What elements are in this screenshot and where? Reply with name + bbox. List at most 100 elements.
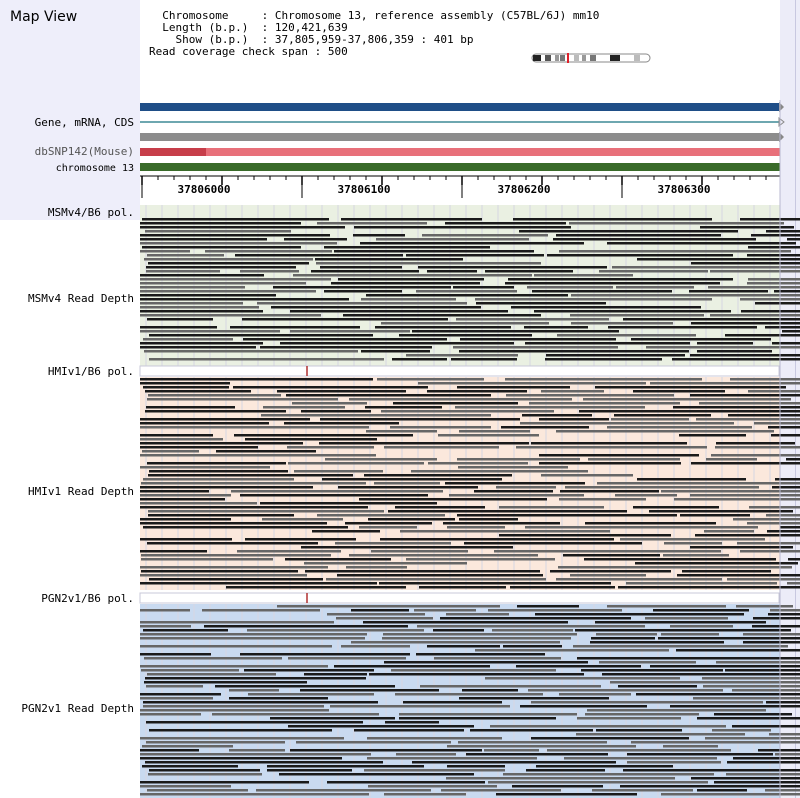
chromosome-value: Chromosome 13, reference assembly (C57BL… — [274, 9, 600, 22]
sequence-read — [292, 402, 367, 405]
sequence-read — [459, 518, 518, 521]
sequence-read — [142, 246, 301, 249]
sequence-read — [366, 294, 568, 297]
sequence-read — [708, 286, 800, 289]
sequence-read — [528, 689, 723, 692]
sequence-read — [149, 470, 288, 473]
sequence-read — [245, 538, 356, 541]
sequence-read — [614, 414, 711, 417]
gene-track-label: Gene, mRNA, CDS — [34, 116, 134, 129]
sequence-read — [286, 394, 491, 397]
sequence-read — [140, 330, 280, 333]
sequence-read — [607, 426, 752, 429]
sequence-read — [406, 254, 544, 257]
sequence-read — [414, 609, 476, 612]
sequence-read — [341, 218, 482, 221]
sequence-read — [443, 522, 560, 525]
sequence-read — [531, 701, 763, 704]
sequence-read — [737, 542, 800, 545]
sequence-read — [146, 270, 220, 273]
sequence-read — [758, 749, 800, 752]
sequence-read — [676, 649, 800, 652]
sequence-read — [649, 510, 793, 513]
sequence-read — [433, 629, 484, 632]
chromosome-track-label: chromosome 13 — [55, 163, 134, 174]
sequence-read — [140, 502, 257, 505]
sequence-read — [216, 450, 316, 453]
chromosome-track — [140, 163, 780, 171]
sequence-read — [499, 534, 671, 537]
sequence-read — [351, 641, 560, 644]
sequence-read — [260, 346, 432, 349]
sequence-read — [229, 697, 328, 700]
sequence-read — [141, 669, 239, 672]
sequence-read — [766, 230, 800, 233]
sequence-read — [695, 534, 800, 537]
sequence-read — [765, 326, 800, 329]
sequence-read — [416, 290, 517, 293]
sequence-read — [488, 781, 708, 784]
sequence-read — [301, 410, 371, 413]
sequence-read — [631, 741, 800, 744]
sequence-read — [570, 314, 704, 317]
sequence-read — [229, 749, 285, 752]
sequence-read — [788, 558, 800, 561]
polymorphism-track — [139, 365, 780, 377]
sequence-read — [379, 582, 611, 585]
sequence-read — [511, 306, 701, 309]
sequence-read — [140, 442, 303, 445]
chromosome-ideogram[interactable] — [530, 53, 654, 63]
sequence-read — [140, 753, 371, 756]
length-label: Length (b.p.) — [162, 21, 249, 34]
sequence-read — [235, 254, 403, 257]
sequence-read — [317, 222, 427, 225]
sequence-read — [149, 769, 260, 772]
sequence-read — [146, 741, 285, 744]
sequence-read — [690, 494, 800, 497]
sequence-read — [293, 274, 532, 277]
pgn-depth-label: PGN2v1 Read Depth — [21, 702, 134, 715]
sequence-read — [234, 434, 413, 437]
sequence-read — [320, 418, 520, 421]
sequence-read — [140, 645, 332, 648]
sequence-read — [354, 226, 571, 229]
sequence-read — [595, 386, 786, 389]
sequence-read — [247, 629, 424, 632]
sequence-read — [564, 757, 717, 760]
sequence-read — [384, 446, 499, 449]
sequence-read — [147, 318, 213, 321]
sequence-read — [354, 729, 464, 732]
sequence-read — [772, 486, 800, 489]
sequence-read — [434, 657, 561, 660]
sequence-read — [766, 514, 800, 517]
sequence-read — [505, 378, 702, 381]
sequence-read — [527, 286, 613, 289]
sequence-read — [670, 705, 800, 708]
sequence-read — [765, 789, 800, 792]
sequence-read — [536, 765, 673, 768]
sequence-read — [506, 394, 674, 397]
sequence-read — [140, 749, 199, 752]
sequence-read — [447, 765, 505, 768]
sequence-read — [364, 474, 512, 477]
sequence-read — [559, 250, 791, 253]
sequence-read — [141, 558, 273, 561]
sequence-read — [383, 633, 577, 636]
sequence-read — [716, 661, 800, 664]
sequence-read — [775, 753, 800, 756]
msm-pol-label: MSMv4/B6 pol. — [47, 206, 134, 219]
sequence-read — [650, 665, 800, 668]
sequence-read — [324, 290, 402, 293]
sequence-read — [143, 629, 228, 632]
sequence-read — [294, 470, 383, 473]
sequence-read — [690, 394, 800, 397]
msm-depth-label: MSMv4 Read Depth — [28, 292, 134, 305]
sequence-read — [623, 318, 800, 321]
sequence-read — [581, 669, 723, 672]
sequence-read — [610, 681, 800, 684]
sequence-read — [460, 338, 616, 341]
snp-track-label: dbSNP142(Mouse) — [34, 145, 134, 158]
sequence-read — [732, 725, 800, 728]
sequence-read — [462, 689, 518, 692]
